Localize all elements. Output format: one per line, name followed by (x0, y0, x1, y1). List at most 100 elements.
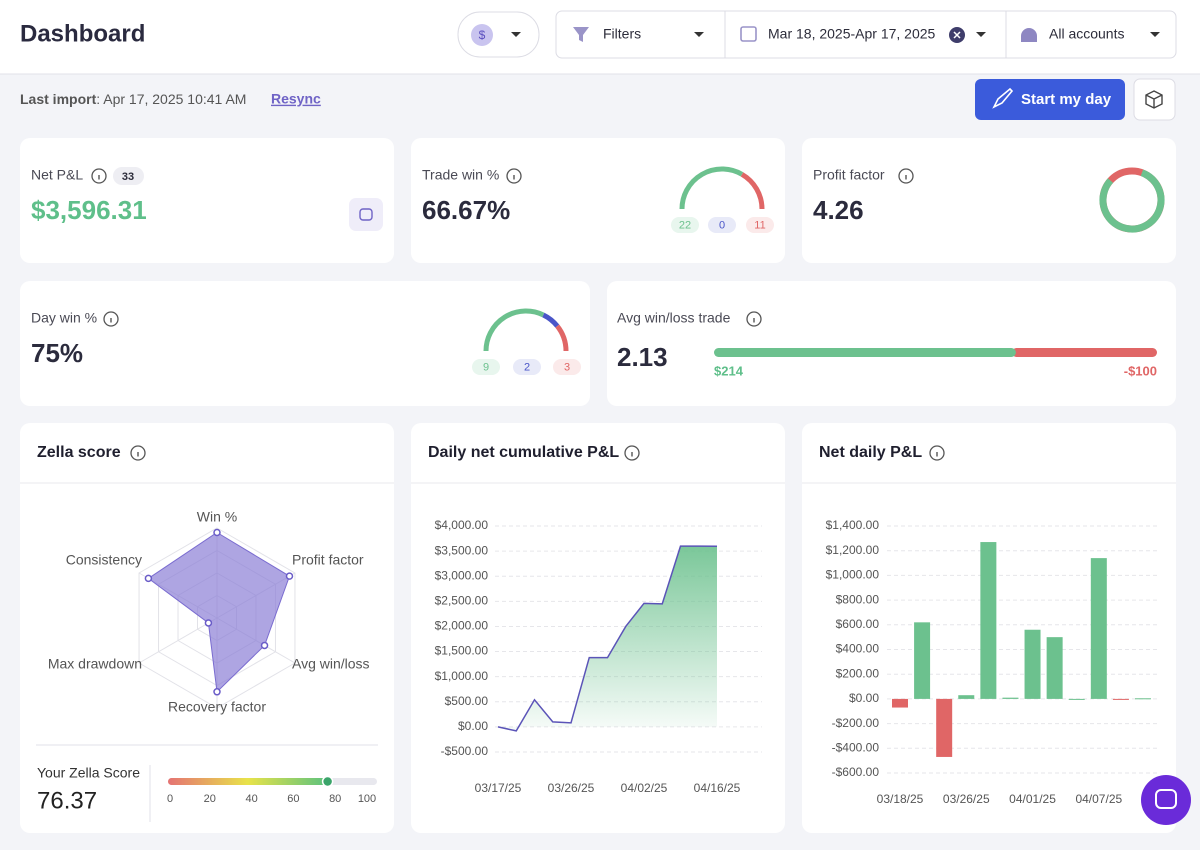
gauge-segment (555, 324, 569, 352)
info-icon (929, 445, 945, 461)
page-title: Dashboard (20, 20, 145, 47)
currency-select[interactable] (457, 11, 540, 58)
radar-axis (138, 617, 218, 664)
gauge-badge (472, 359, 500, 375)
area-line (497, 545, 718, 732)
gauge-badge (671, 217, 699, 233)
radar-label: Avg win/loss (292, 656, 370, 672)
radar-label: Max drawdown (48, 656, 142, 672)
score-label: Your Zella Score (37, 765, 140, 781)
currency-icon (471, 24, 493, 46)
y-tick-label: -$200.00 (832, 716, 880, 730)
y-tick-label: $500.00 (445, 694, 489, 708)
y-tick-label: -$400.00 (832, 740, 880, 754)
gauge-segment (740, 172, 765, 210)
chart-icon (359, 208, 373, 221)
trade-count: 33 (122, 171, 134, 183)
dropdown-arrow (511, 32, 521, 37)
clear-icon (953, 31, 961, 39)
card-title: Net daily P&L (819, 444, 922, 461)
chart-toggle[interactable] (349, 198, 383, 231)
dropdown-arrow (1150, 32, 1160, 37)
x-tick-label: 04/01/25 (1009, 792, 1056, 806)
filter-icon (573, 27, 589, 42)
gauge-badge (513, 359, 541, 375)
bar (1068, 698, 1085, 700)
x-tick-label: 04/16/25 (694, 781, 741, 795)
last-import-label: Last import (20, 91, 97, 107)
avg-win-loss-card (607, 281, 1176, 406)
gauge-segment (483, 308, 545, 352)
kpi-label: Profit factor (813, 167, 885, 183)
radar-label: Win % (197, 509, 237, 525)
score-tick: 80 (329, 793, 341, 805)
score-tick: 0 (167, 793, 173, 805)
resync-link[interactable]: Resync (271, 91, 321, 107)
chat-button[interactable] (1141, 775, 1191, 825)
y-tick-label: $800.00 (836, 592, 880, 606)
y-tick-label: $1,000.00 (435, 669, 489, 683)
accounts-label: All accounts (1049, 26, 1124, 42)
radar-label: Consistency (66, 552, 142, 568)
y-tick-label: $1,400.00 (826, 518, 880, 532)
currency-symbol: $ (479, 28, 486, 42)
info-icon (103, 311, 119, 327)
rocket-icon (992, 87, 1014, 109)
bar (1135, 698, 1151, 700)
chat-icon (1155, 789, 1177, 809)
start-day-button[interactable] (975, 79, 1125, 120)
filters-label: Filters (603, 26, 641, 42)
y-tick-label: $4,000.00 (435, 518, 489, 532)
bar (936, 698, 953, 757)
avg-win-label: $214 (714, 363, 744, 378)
kpi-label: Avg win/loss trade (617, 310, 731, 326)
bar (892, 698, 908, 708)
bar (1046, 637, 1063, 699)
gauge-badge (553, 359, 581, 375)
gauge-count: 2 (524, 361, 530, 373)
kpi-value: 2.13 (617, 342, 668, 372)
kpi-value: $3,596.31 (31, 195, 147, 225)
dropdown-arrow (976, 32, 986, 37)
area-fill (498, 546, 717, 731)
score-value: 76.37 (37, 787, 97, 814)
kpi-label: Net P&L (31, 167, 83, 183)
x-tick-label: 03/26/25 (548, 781, 595, 795)
bar (1090, 558, 1107, 699)
score-fill (168, 778, 328, 785)
y-tick-label: $2,000.00 (435, 619, 489, 633)
y-tick-label: $1,500.00 (435, 644, 489, 658)
kpi-label: Trade win % (422, 167, 499, 183)
gauge-count: 9 (483, 361, 489, 373)
badge (113, 167, 144, 185)
y-tick-label: -$500.00 (441, 744, 489, 758)
info-icon (898, 168, 914, 184)
info-icon (624, 445, 640, 461)
y-tick-label: $200.00 (836, 666, 880, 680)
y-tick-label: $600.00 (836, 617, 880, 631)
bar (1112, 698, 1129, 700)
y-tick-label: $3,500.00 (435, 543, 489, 557)
score-tick: 40 (245, 793, 257, 805)
gauge-badge (746, 217, 774, 233)
gauge-count: 3 (564, 361, 570, 373)
radar-point (285, 572, 294, 580)
radar-label: Profit factor (292, 552, 364, 568)
bar (1002, 697, 1019, 699)
y-tick-label: $3,000.00 (435, 568, 489, 582)
card-title: Daily net cumulative P&L (428, 444, 619, 461)
day-win-card (20, 281, 590, 406)
last-import-value: : Apr 17, 2025 10:41 AM (96, 91, 246, 107)
gauge-count: 22 (679, 219, 691, 231)
profit-factor-card (802, 138, 1176, 263)
avg-win-bar (714, 348, 1016, 357)
kpi-value: 66.67% (422, 195, 510, 225)
score-marker (321, 775, 334, 788)
bar (980, 542, 997, 699)
y-tick-label: $400.00 (836, 642, 880, 656)
dropdown-arrow (694, 32, 704, 37)
info-icon (746, 311, 762, 327)
last-import: Last import: Apr 17, 2025 10:41 AM (20, 91, 246, 107)
y-tick-label: $1,000.00 (826, 568, 880, 582)
